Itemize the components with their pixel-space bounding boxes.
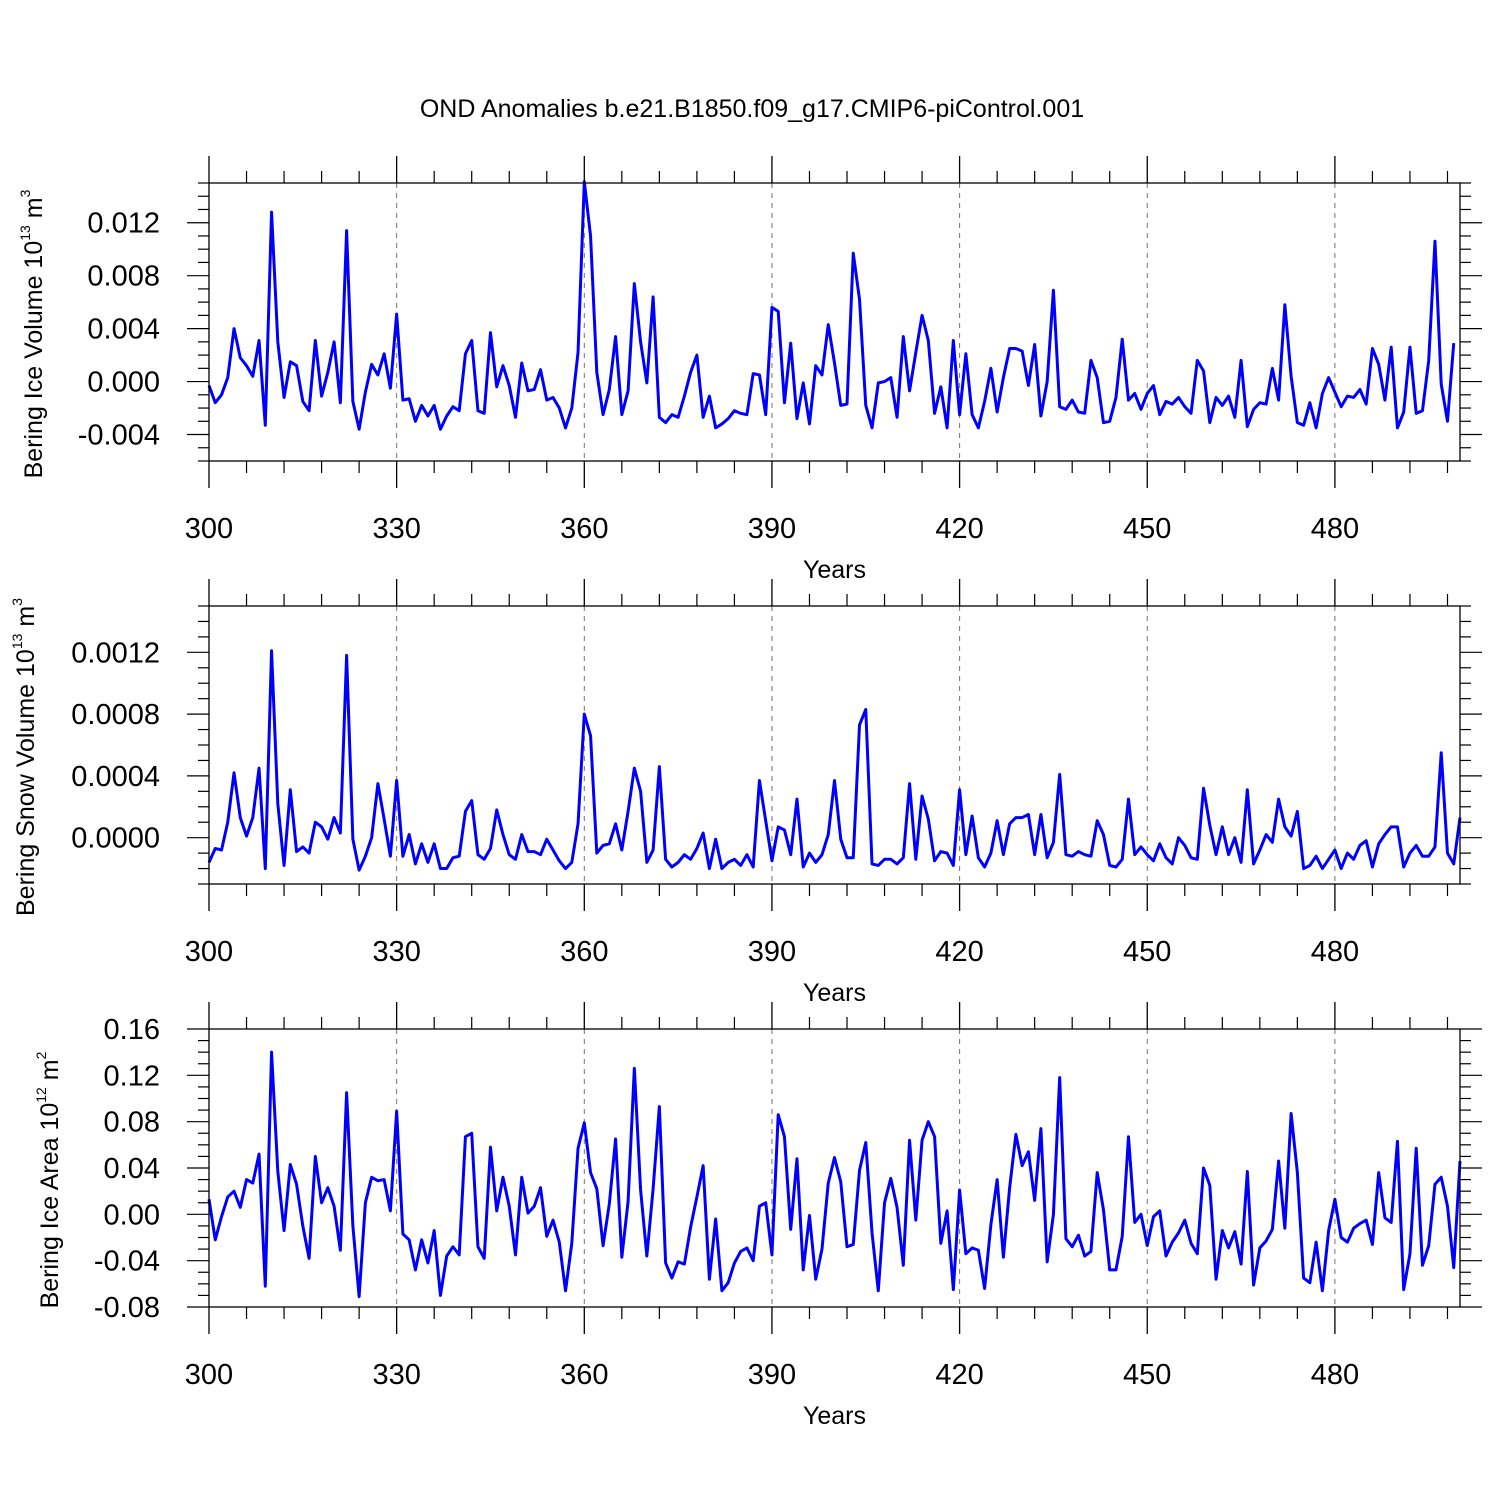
panel-ice-volume-y-axis-title-unit-exponent: 3 <box>17 189 33 197</box>
x-tick-label-390: 390 <box>748 513 796 545</box>
panel-ice-area-y-axis-title-unit-exponent: 2 <box>33 1051 49 1059</box>
x-tick-label-450: 450 <box>1123 513 1171 545</box>
x-tick-label-330: 330 <box>372 1359 420 1391</box>
panel-snow-volume: 300 330 360 390 420 450 480 0.0000 0.0004 0.0008… <box>9 579 1482 1007</box>
y-tick-label--0.04: -0.04 <box>94 1246 160 1278</box>
y-tick-label-0.04: 0.04 <box>104 1153 160 1185</box>
panel-ice-volume-x-axis-title: Years <box>803 556 866 584</box>
panel-snow-volume-grid <box>396 606 1336 884</box>
panel-snow-volume-x-tick-labels: 300 330 360 390 420 450 480 <box>185 936 1359 968</box>
x-tick-label-300: 300 <box>185 513 233 545</box>
y-tick-label-0.12: 0.12 <box>104 1060 160 1092</box>
x-tick-label-390: 390 <box>748 936 796 968</box>
x-tick-label-360: 360 <box>560 513 608 545</box>
panel-ice-volume-x-tick-labels: 300 330 360 390 420 450 480 <box>185 513 1359 545</box>
panel-ice-area: 300 330 360 390 420 450 480 -0.08 -0.04 0.00 0.04… <box>33 1002 1482 1430</box>
panel-ice-area-series-line <box>207 1050 1462 1299</box>
y-tick-label-0.0000: 0.0000 <box>71 823 160 855</box>
x-tick-label-360: 360 <box>560 1359 608 1391</box>
x-tick-label-360: 360 <box>560 936 608 968</box>
y-tick-label-0.16: 0.16 <box>104 1014 160 1046</box>
y-tick-label-0.004: 0.004 <box>87 314 160 346</box>
panel-ice-volume-series-line <box>207 180 1456 431</box>
panel-ice-volume-y-axis-title: Bering Ice Volume 1013 m3 <box>17 189 48 478</box>
y-tick-label--0.004: -0.004 <box>78 420 160 452</box>
panel-snow-volume-y-axis-title-exponent: 13 <box>9 633 25 649</box>
panel-ice-area-grid <box>396 1029 1336 1307</box>
y-tick-label-0.0004: 0.0004 <box>71 761 160 793</box>
figure-title: OND Anomalies b.e21.B1850.f09_g17.CMIP6-… <box>420 95 1084 123</box>
y-tick-label-0.000: 0.000 <box>87 367 160 399</box>
panel-ice-area-y-axis-title: Bering Ice Area 1012 m2 <box>33 1051 64 1308</box>
y-tick-label-0.012: 0.012 <box>87 208 160 240</box>
panel-ice-area-y-axis-title-exponent: 12 <box>33 1087 49 1103</box>
panel-snow-volume-x-axis-title: Years <box>803 979 866 1007</box>
panel-snow-volume-y-axis-title: Bering Snow Volume 1013 m3 <box>9 598 40 916</box>
x-tick-label-480: 480 <box>1311 513 1359 545</box>
panel-ice-volume: 300 330 360 390 420 450 480 -0.004 0.000 0.004 0.… <box>17 156 1482 584</box>
panel-ice-volume-y-axis-title-prefix: Bering Ice Volume 10 <box>20 241 48 479</box>
x-tick-label-420: 420 <box>935 936 983 968</box>
panel-snow-volume-y-axis-title-unit-exponent: 3 <box>9 598 25 606</box>
y-tick-label-0.008: 0.008 <box>87 261 160 293</box>
x-tick-label-480: 480 <box>1311 936 1359 968</box>
panel-ice-volume-frame <box>208 182 1461 462</box>
y-tick-label-0.00: 0.00 <box>104 1199 160 1231</box>
y-tick-label--0.08: -0.08 <box>94 1292 160 1324</box>
y-tick-label-0.0012: 0.0012 <box>71 637 160 669</box>
x-tick-label-390: 390 <box>748 1359 796 1391</box>
x-tick-label-330: 330 <box>372 936 420 968</box>
panel-ice-area-x-tick-labels: 300 330 360 390 420 450 480 <box>185 1359 1359 1391</box>
panel-snow-volume-y-axis-title-prefix: Bering Snow Volume 10 <box>12 649 40 916</box>
x-tick-label-480: 480 <box>1311 1359 1359 1391</box>
panel-snow-volume-series-line <box>207 649 1462 872</box>
y-tick-label-0.0008: 0.0008 <box>71 699 160 731</box>
panel-snow-volume-y-axis-title-unit: m <box>12 606 40 634</box>
x-tick-label-300: 300 <box>185 1359 233 1391</box>
x-tick-label-420: 420 <box>935 1359 983 1391</box>
panel-ice-area-y-axis-title-prefix: Bering Ice Area 10 <box>36 1103 64 1309</box>
panel-ice-area-x-axis-title: Years <box>803 1402 866 1430</box>
x-tick-label-420: 420 <box>935 513 983 545</box>
panel-ice-volume-y-tick-labels: -0.004 0.000 0.004 0.008 0.012 <box>78 208 160 452</box>
panel-ice-volume-y-axis-title-unit: m <box>20 197 48 225</box>
x-tick-label-330: 330 <box>372 513 420 545</box>
panel-snow-volume-ticks <box>187 579 1482 911</box>
x-tick-label-300: 300 <box>185 936 233 968</box>
panel-snow-volume-y-tick-labels: 0.0000 0.0004 0.0008 0.0012 <box>71 637 160 854</box>
panel-ice-area-y-tick-labels: -0.08 -0.04 0.00 0.04 0.08 0.12 0.16 <box>94 1014 160 1324</box>
panel-ice-volume-ticks <box>187 156 1482 488</box>
panel-ice-area-y-axis-title-unit: m <box>36 1059 64 1087</box>
panel-ice-area-ticks <box>187 1002 1482 1334</box>
x-tick-label-450: 450 <box>1123 1359 1171 1391</box>
x-tick-label-450: 450 <box>1123 936 1171 968</box>
panel-ice-volume-y-axis-title-exponent: 13 <box>17 225 33 241</box>
y-tick-label-0.08: 0.08 <box>104 1107 160 1139</box>
